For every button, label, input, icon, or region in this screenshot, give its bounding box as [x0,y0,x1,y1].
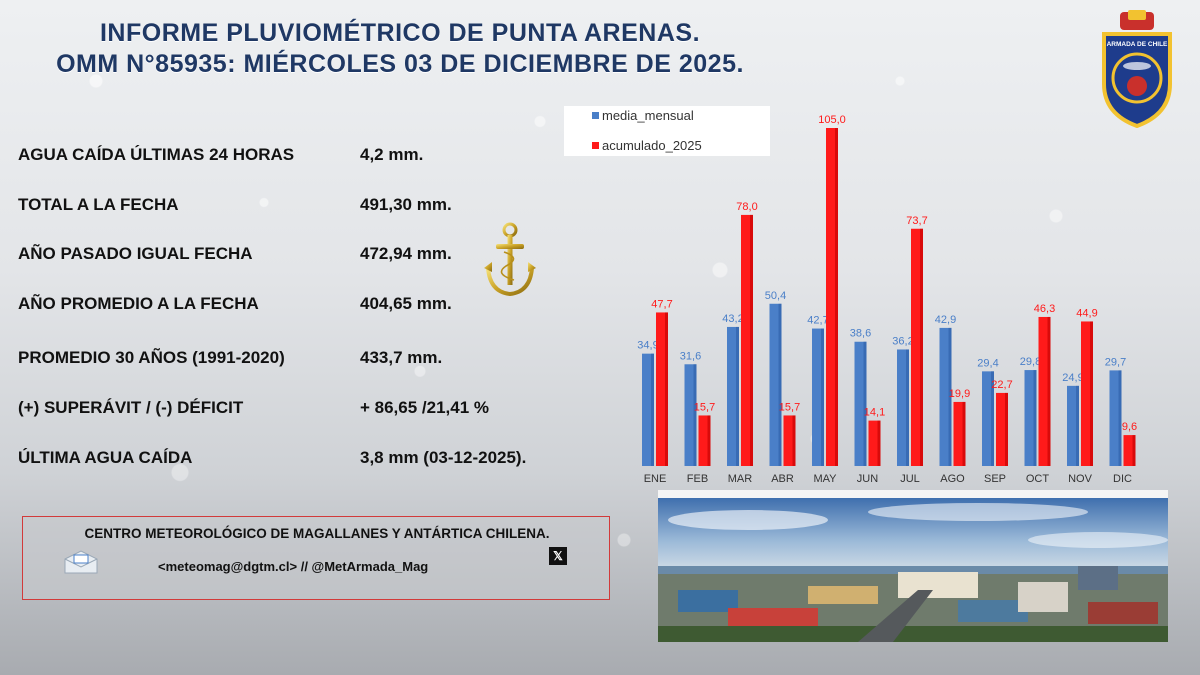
stat-value: 491,30 mm. [360,195,452,214]
bar-shade-media-oct [1033,370,1037,466]
stat-label: ÚLTIMA AGUA CAÍDA [18,448,193,467]
legend-swatch-acumulado [592,142,599,149]
bar-shade-media-dic [1118,370,1122,466]
bar-shade-media-jun [863,341,867,466]
data-label-media-jul: 36,2 [892,335,913,347]
x-tick-ago: AGO [940,473,965,485]
data-label-media-nov: 24,9 [1062,372,1083,384]
data-label-acumulado-nov: 44,9 [1076,307,1097,319]
x-tick-dic: DIC [1113,473,1132,485]
x-tick-sep: SEP [984,473,1006,485]
bar-shade-acumulado-feb [707,415,711,466]
data-label-acumulado-ago: 19,9 [949,388,970,400]
mail-icon [64,550,98,574]
data-label-media-ene: 34,9 [637,340,658,352]
bar-shade-media-may [821,328,824,466]
data-label-acumulado-jul: 73,7 [906,215,927,227]
bar-shade-media-feb [693,364,697,466]
bar-shade-acumulado-sep [1005,392,1008,466]
bar-shade-media-sep [991,371,994,466]
stat-row-last-year: AÑO PASADO IGUAL FECHA 472,94 mm. [18,239,578,269]
x-tick-ene: ENE [644,473,667,485]
data-label-media-ago: 42,9 [935,314,956,326]
bar-shade-acumulado-dic [1132,435,1136,466]
stat-row-30-years: PROMEDIO 30 AÑOS (1991-2020) 433,7 mm. [18,343,578,373]
stat-label: PROMEDIO 30 AÑOS (1991-2020) [18,348,285,367]
city-photo [658,490,1168,642]
stat-label: AÑO PROMEDIO A LA FECHA [18,294,259,313]
bar-shade-media-mar [736,326,739,466]
data-label-acumulado-jun: 14,1 [864,407,885,419]
bar-shade-acumulado-jun [877,420,881,466]
bar-shade-media-nov [1076,385,1079,466]
monthly-rainfall-chart: media_mensual acumulado_2025 34,9 47,7 ENE… [564,106,1137,485]
bar-shade-acumulado-oct [1047,316,1051,466]
x-social-icon[interactable]: 𝕏 [549,547,567,565]
bar-shade-acumulado-may [835,128,838,466]
data-label-media-sep: 29,4 [977,357,998,369]
legend-label-media: media_mensual [602,108,694,123]
stat-label: AÑO PASADO IGUAL FECHA [18,244,253,263]
x-tick-jun: JUN [857,473,878,485]
stat-label: (+) SUPERÁVIT / (-) DÉFICIT [18,398,244,417]
data-label-media-abr: 50,4 [765,290,786,302]
stat-label: AGUA CAÍDA ÚLTIMAS 24 HORAS [18,145,295,164]
footer-contact-box: CENTRO METEOROLÓGICO DE MAGALLANES Y ANT… [22,516,610,600]
bars-group: 34,9 47,7 ENE 31,6 15,7 FEB 43,2 78,0 MAR 50,4 15,… [637,114,1137,485]
title-line-2: OMM N°85935: MIÉRCOLES 03 DE DICIEMBRE D… [56,50,744,78]
stat-row-24h: AGUA CAÍDA ÚLTIMAS 24 HORAS 4,2 mm. [18,140,578,170]
anchor-icon [484,222,536,297]
bar-shade-acumulado-nov [1090,321,1093,466]
x-tick-feb: FEB [687,473,708,485]
data-label-acumulado-sep: 22,7 [991,379,1012,391]
data-label-media-may: 42,7 [807,315,828,327]
stat-row-surplus: (+) SUPERÁVIT / (-) DÉFICIT + 86,65 /21,… [18,393,578,423]
data-label-acumulado-feb: 15,7 [694,401,715,413]
bar-shade-acumulado-ene [665,312,668,466]
bar-shade-acumulado-abr [792,415,796,466]
bar-shade-acumulado-ago [962,401,966,466]
footer-title: CENTRO METEOROLÓGICO DE MAGALLANES Y ANT… [84,526,550,541]
data-label-media-dic: 29,7 [1105,356,1126,368]
stat-value: 3,8 mm (03-12-2025). [360,448,527,467]
bar-shade-media-ene [651,353,654,466]
legend-label-acumulado: acumulado_2025 [602,138,702,153]
stat-value: 472,94 mm. [360,244,452,263]
stat-row-average-year: AÑO PROMEDIO A LA FECHA 404,65 mm. [18,289,578,319]
bar-shade-acumulado-mar [750,214,753,466]
legend-swatch-media [592,112,599,119]
contact-email[interactable]: <meteomag@dgtm.cl> // @MetArmada_Mag [158,559,429,574]
stat-label: TOTAL A LA FECHA [18,195,179,214]
navy-emblem-icon: ARMADA DE CHILE [1102,10,1172,128]
stat-value: 4,2 mm. [360,145,424,164]
title-line-1: INFORME PLUVIOMÉTRICO DE PUNTA ARENAS. [99,19,701,47]
x-tick-mar: MAR [728,473,753,485]
bar-shade-acumulado-jul [920,228,923,466]
emblem-text: ARMADA DE CHILE [1107,41,1168,48]
data-label-acumulado-may: 105,0 [818,114,846,126]
data-label-acumulado-oct: 46,3 [1034,303,1055,315]
bar-shade-media-jul [906,349,909,466]
data-label-acumulado-mar: 78,0 [736,201,757,213]
report-title: INFORME PLUVIOMÉTRICO DE PUNTA ARENAS. O… [0,18,800,80]
stat-value: 433,7 mm. [360,348,443,367]
data-label-media-jun: 38,6 [850,328,871,340]
data-label-media-mar: 43,2 [722,313,743,325]
data-label-acumulado-dic: 9,6 [1122,421,1137,433]
data-label-media-feb: 31,6 [680,350,701,362]
stat-value: 404,65 mm. [360,294,452,313]
x-tick-abr: ABR [771,473,794,485]
stat-value: + 86,65 /21,41 % [360,398,490,417]
data-label-acumulado-abr: 15,7 [779,401,800,413]
stat-row-last-rain: ÚLTIMA AGUA CAÍDA 3,8 mm (03-12-2025). [18,443,578,473]
bar-shade-media-abr [778,303,782,466]
data-label-acumulado-ene: 47,7 [651,298,672,310]
x-tick-jul: JUL [900,473,920,485]
x-tick-may: MAY [813,473,837,485]
x-tick-oct: OCT [1026,473,1050,485]
stat-row-total: TOTAL A LA FECHA 491,30 mm. [18,190,578,220]
data-label-media-oct: 29,8 [1020,356,1041,368]
bar-shade-media-ago [948,327,952,466]
x-tick-nov: NOV [1068,473,1093,485]
